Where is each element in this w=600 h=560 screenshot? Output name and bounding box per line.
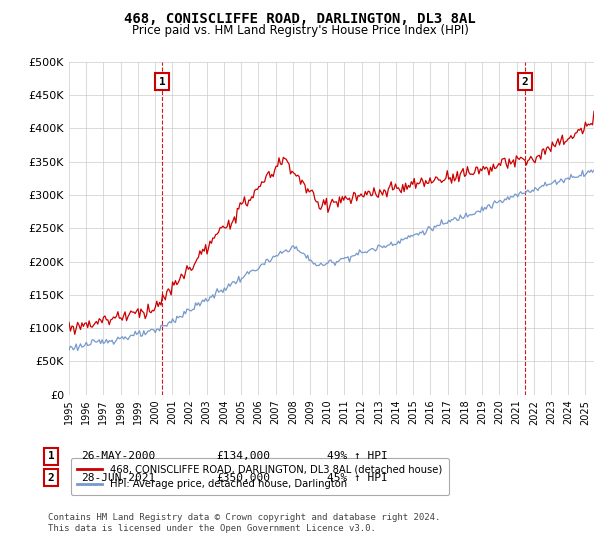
- Text: This data is licensed under the Open Government Licence v3.0.: This data is licensed under the Open Gov…: [48, 524, 376, 533]
- Text: 26-MAY-2000: 26-MAY-2000: [81, 451, 155, 461]
- Legend: 468, CONISCLIFFE ROAD, DARLINGTON, DL3 8AL (detached house), HPI: Average price,: 468, CONISCLIFFE ROAD, DARLINGTON, DL3 8…: [71, 458, 449, 495]
- Text: 49% ↑ HPI: 49% ↑ HPI: [327, 451, 388, 461]
- Text: 1: 1: [47, 451, 55, 461]
- Text: 1: 1: [159, 77, 166, 87]
- Text: £134,000: £134,000: [216, 451, 270, 461]
- Text: £350,000: £350,000: [216, 473, 270, 483]
- Text: Price paid vs. HM Land Registry's House Price Index (HPI): Price paid vs. HM Land Registry's House …: [131, 24, 469, 36]
- Text: 2: 2: [521, 77, 529, 87]
- Text: 45% ↑ HPI: 45% ↑ HPI: [327, 473, 388, 483]
- Text: 28-JUN-2021: 28-JUN-2021: [81, 473, 155, 483]
- Text: 468, CONISCLIFFE ROAD, DARLINGTON, DL3 8AL: 468, CONISCLIFFE ROAD, DARLINGTON, DL3 8…: [124, 12, 476, 26]
- Text: Contains HM Land Registry data © Crown copyright and database right 2024.: Contains HM Land Registry data © Crown c…: [48, 513, 440, 522]
- Text: 2: 2: [47, 473, 55, 483]
